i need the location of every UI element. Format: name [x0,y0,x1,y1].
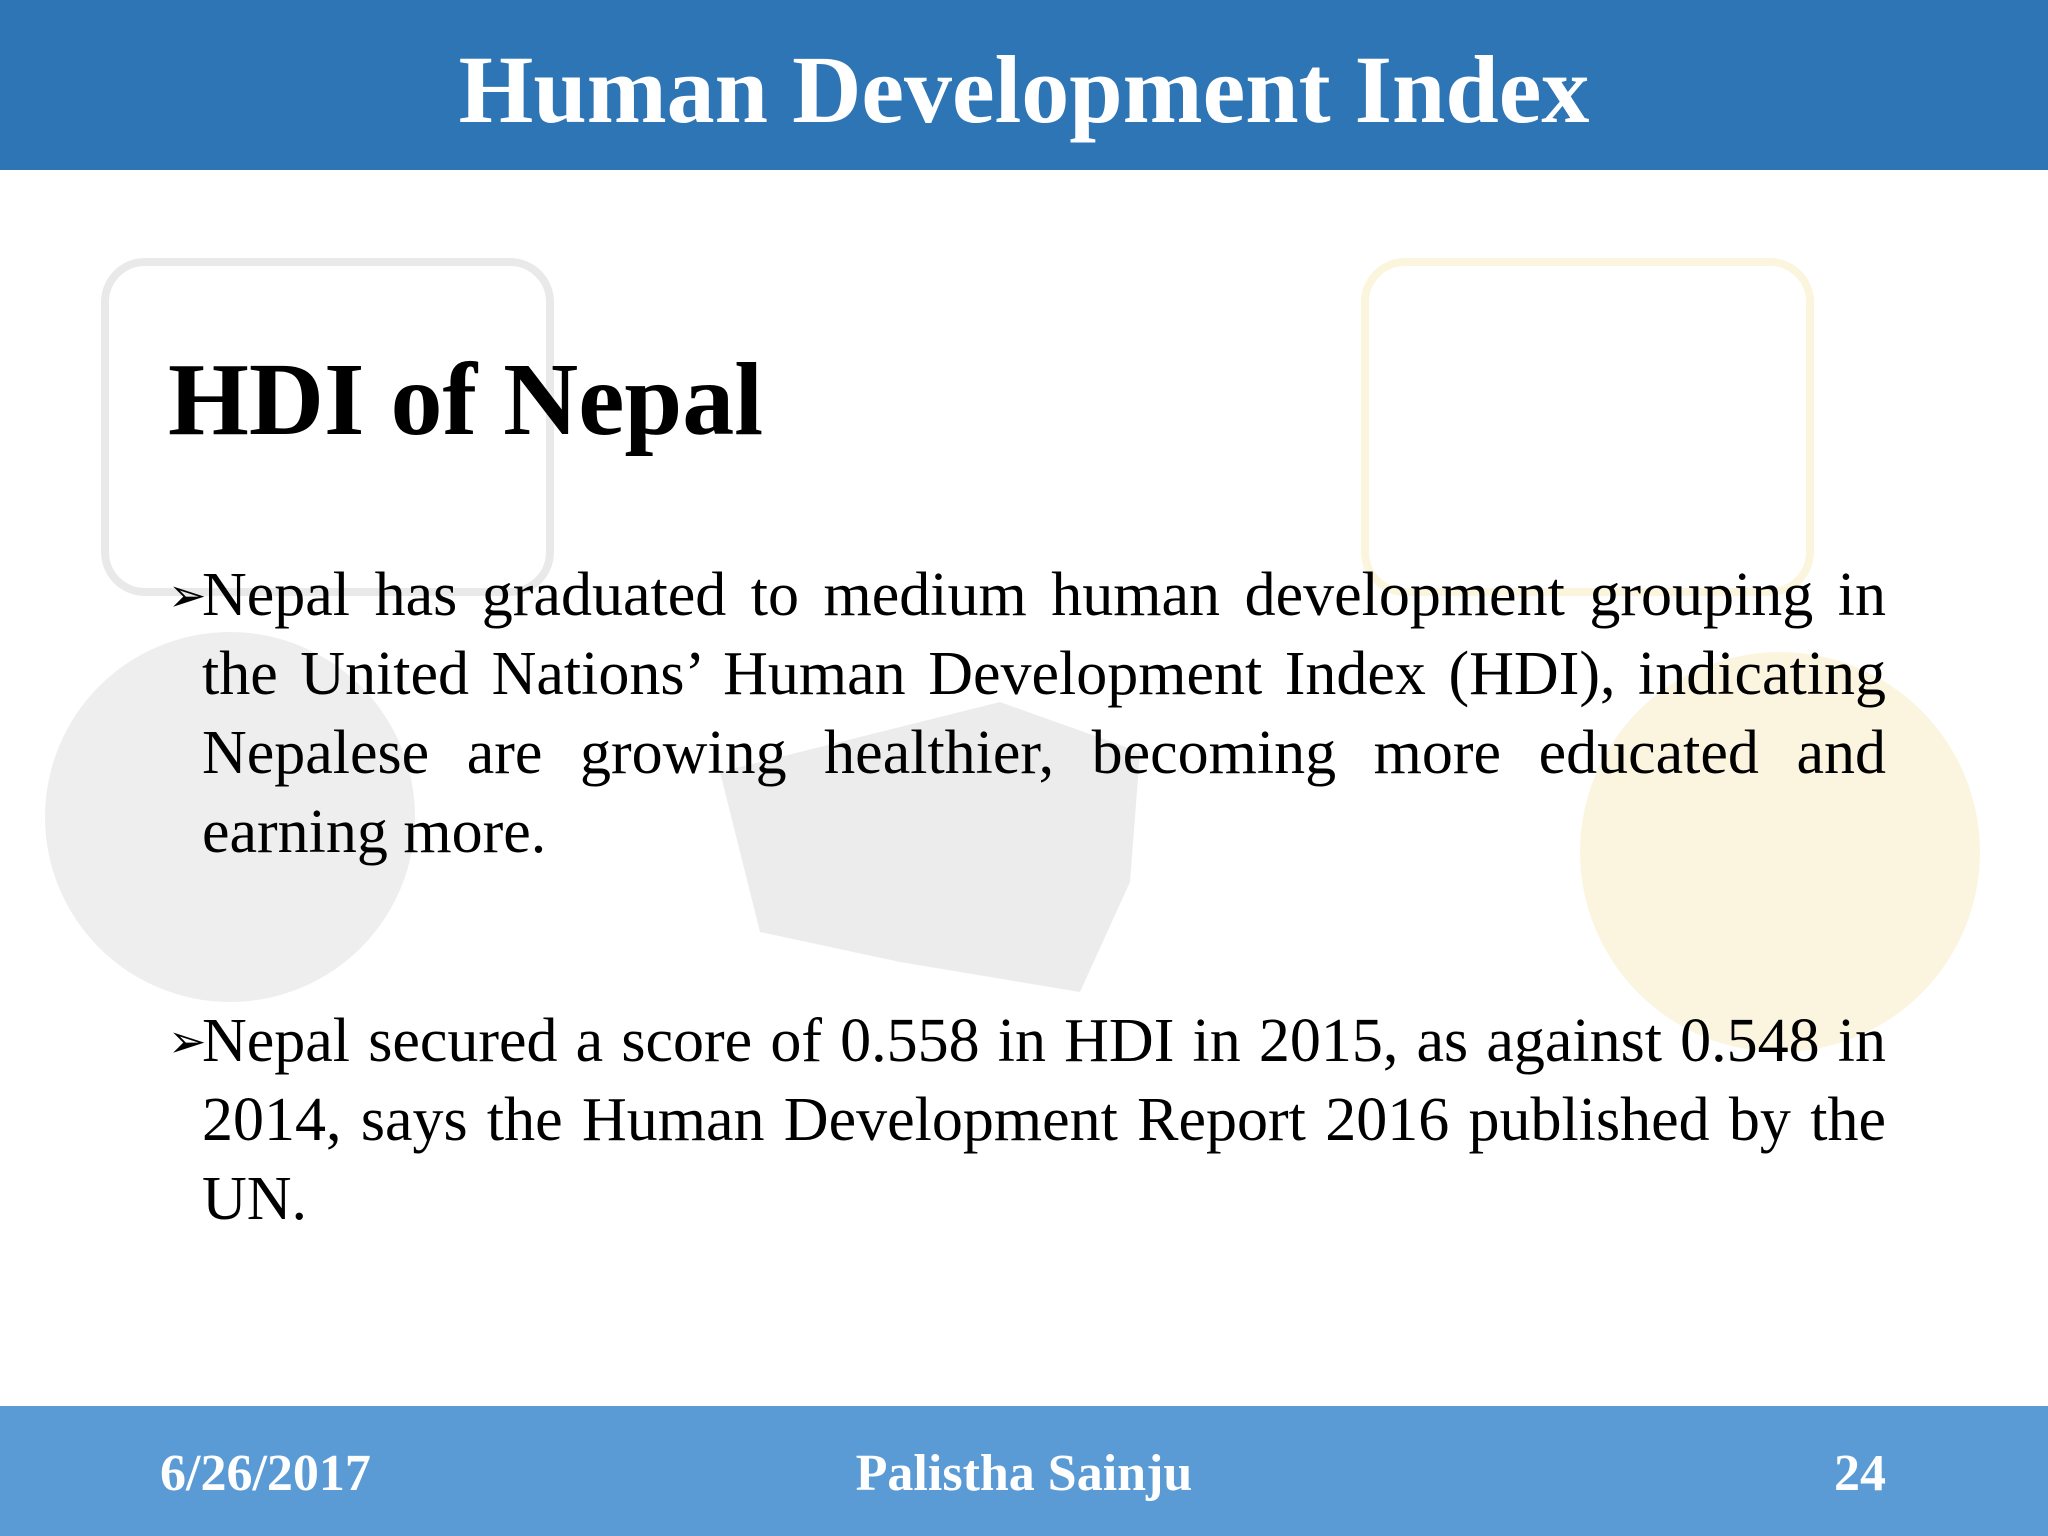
footer-date: 6/26/2017 [160,1445,371,1502]
footer-bar: Palistha Sainju 6/26/2017 24 [0,1406,2048,1536]
page-number: 24 [1834,1445,1886,1502]
slide-title: Human Development Index [458,36,1590,143]
bullet: Nepal has graduated to medium human deve… [168,556,1886,872]
heading: HDI of Nepal [168,342,764,457]
bullet: Nepal secured a score of 0.558 in HDI in… [168,1002,1886,1239]
title-bar: Human Development Index [0,0,2048,170]
footer-author: Palistha Sainju [855,1445,1193,1502]
